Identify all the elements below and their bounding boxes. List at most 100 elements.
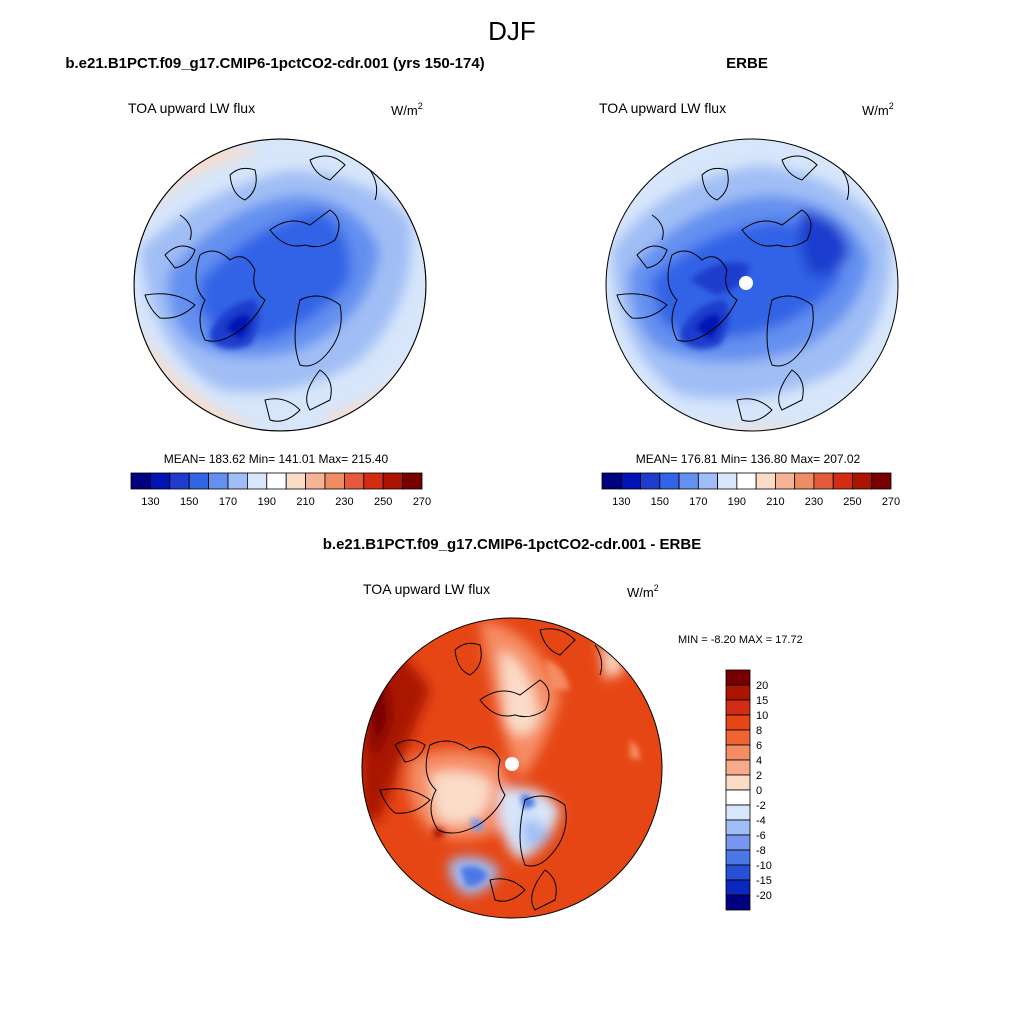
colorbar-obs-tick-label: 170 <box>689 496 707 508</box>
colorbar-model-swatch <box>188 472 209 490</box>
colorbar-model-tick-label: 210 <box>296 496 314 508</box>
colorbar-obs-swatch <box>852 472 873 490</box>
colorbar-diff-swatch <box>725 684 751 701</box>
panel-obs-heading: ERBE <box>726 55 768 72</box>
colorbar-diff-swatch <box>725 894 751 911</box>
colorbar-obs-tick-label: 130 <box>612 496 630 508</box>
colorbar-diff-swatch <box>725 834 751 851</box>
colorbar-diff-tick-label: 4 <box>756 755 762 767</box>
colorbar-model-swatch <box>266 472 287 490</box>
panel-model-heading: b.e21.B1PCT.f09_g17.CMIP6-1pctCO2-cdr.00… <box>65 55 484 72</box>
colorbar-diff-swatch <box>725 879 751 896</box>
colorbar-diff-swatch <box>725 804 751 821</box>
panel-obs-variable: TOA upward LW flux <box>599 100 726 116</box>
colorbar-diff-tick-label: -6 <box>756 830 766 842</box>
colorbar-diff-tick-label: -15 <box>756 875 772 887</box>
colorbar-diff-swatch <box>725 729 751 746</box>
panel-diff-heading: b.e21.B1PCT.f09_g17.CMIP6-1pctCO2-cdr.00… <box>323 536 701 553</box>
colorbar-diff-swatch <box>725 759 751 776</box>
colorbar-model-swatch <box>246 472 268 490</box>
colorbar-diff-swatch <box>725 669 751 686</box>
colorbar-diff-tick-label: 15 <box>756 695 768 707</box>
colorbar-diff-tick-label: 10 <box>756 710 768 722</box>
colorbar-diff-tick-label: -8 <box>756 845 766 857</box>
panel-diff-coastlines <box>379 628 603 911</box>
colorbar-model-swatch <box>285 472 307 490</box>
colorbar-diff-tick-label: -4 <box>756 815 766 827</box>
colorbar-obs-tick-label: 230 <box>805 496 823 508</box>
panel-obs-pole-missing <box>739 276 753 290</box>
colorbar-model: 130 150 170 190 210 230 250 270 <box>130 472 431 508</box>
colorbar-model-swatch <box>402 472 423 490</box>
colorbar-obs: 130 150 170 190 210 230 250 270 <box>601 472 900 508</box>
colorbar-model-tick-label: 270 <box>413 496 431 508</box>
panel-obs-units: W/m2 <box>862 101 894 118</box>
colorbar-diff-tick-label: -2 <box>756 800 766 812</box>
colorbar-diff-tick-label: 8 <box>756 725 762 737</box>
colorbar-obs-swatch <box>775 472 796 490</box>
panel-model-coastlines <box>144 155 378 422</box>
colorbar-diff-swatch <box>725 699 751 716</box>
colorbar-obs-swatch <box>678 472 699 490</box>
colorbar-model-tick-label: 250 <box>374 496 392 508</box>
colorbar-model-swatch <box>382 472 404 490</box>
colorbar-obs-tick-label: 250 <box>843 496 861 508</box>
panel-diff-units: W/m2 <box>627 583 659 600</box>
colorbar-obs-swatch <box>871 472 892 490</box>
colorbar-diff-swatch <box>725 774 751 791</box>
colorbar-diff-swatch <box>725 849 751 866</box>
colorbar-obs-swatch <box>813 472 834 490</box>
figure-title: DJF <box>488 16 536 46</box>
colorbar-diff-swatch <box>725 864 751 881</box>
colorbar-model-swatch <box>324 472 345 490</box>
panel-obs-coastlines <box>616 155 850 422</box>
colorbar-diff-swatch <box>725 714 751 731</box>
colorbar-obs-tick-label: 270 <box>882 496 900 508</box>
colorbar-model-swatch <box>169 472 190 490</box>
colorbar-obs-swatch <box>717 472 738 490</box>
panel-obs: ERBE TOA upward LW flux W/m2 <box>599 55 900 508</box>
colorbar-diff-tick-label: -10 <box>756 860 772 872</box>
colorbar-model-swatch <box>149 472 171 490</box>
colorbar-model-swatch <box>343 472 365 490</box>
colorbar-obs-swatch <box>755 472 776 490</box>
colorbar-obs-tick-label: 190 <box>728 496 746 508</box>
colorbar-model-swatch <box>305 472 326 490</box>
panel-diff-map <box>362 618 662 918</box>
colorbar-obs-swatch <box>736 472 757 490</box>
panel-model-stats: MEAN= 183.62 Min= 141.01 Max= 215.40 <box>164 452 389 466</box>
panel-diff-stats: MIN = -8.20 MAX = 17.72 <box>678 634 803 646</box>
colorbar-obs-swatch <box>697 472 718 490</box>
colorbar-diff-swatch <box>725 789 751 806</box>
panel-model-map <box>134 139 426 431</box>
colorbar-obs-swatch <box>794 472 815 490</box>
panel-model-variable: TOA upward LW flux <box>128 100 255 116</box>
colorbar-model-tick-label: 230 <box>335 496 353 508</box>
colorbar-model-tick-label: 190 <box>258 496 276 508</box>
colorbar-diff-tick-label: 6 <box>756 740 762 752</box>
panel-diff-variable: TOA upward LW flux <box>363 581 490 597</box>
colorbar-diff-tick-label: 2 <box>756 770 762 782</box>
colorbar-diff-swatch <box>725 819 751 836</box>
colorbar-obs-swatch <box>659 472 680 490</box>
panel-obs-stats: MEAN= 176.81 Min= 136.80 Max= 207.02 <box>636 452 861 466</box>
colorbar-diff-swatch <box>725 744 751 761</box>
panel-diff: b.e21.B1PCT.f09_g17.CMIP6-1pctCO2-cdr.00… <box>323 536 803 919</box>
colorbar-model-tick-label: 130 <box>141 496 159 508</box>
colorbar-obs-swatch <box>620 472 641 490</box>
colorbar-obs-swatch <box>832 472 853 490</box>
colorbar-diff-tick-label: 0 <box>756 785 762 797</box>
colorbar-model-tick-label: 150 <box>180 496 198 508</box>
colorbar-obs-swatch <box>601 472 622 490</box>
colorbar-model-swatch <box>130 472 151 490</box>
colorbar-diff-tick-label: 20 <box>756 680 768 692</box>
colorbar-obs-tick-label: 150 <box>651 496 669 508</box>
colorbar-obs-tick-label: 210 <box>766 496 784 508</box>
colorbar-model-swatch <box>363 472 384 490</box>
panel-model: b.e21.B1PCT.f09_g17.CMIP6-1pctCO2-cdr.00… <box>65 55 484 508</box>
colorbar-model-swatch <box>208 472 229 490</box>
colorbar-diff-tick-label: -20 <box>756 890 772 902</box>
panel-model-units: W/m2 <box>391 101 423 118</box>
